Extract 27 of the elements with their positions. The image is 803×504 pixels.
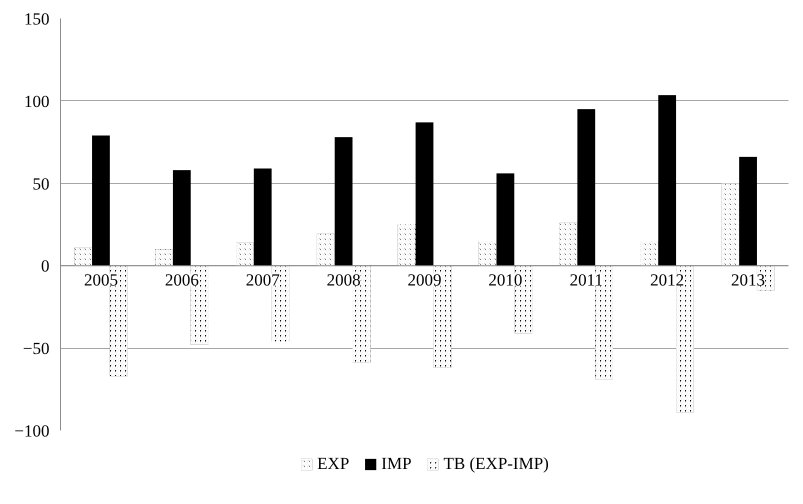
bar	[496, 173, 514, 266]
x-tick-label: 2008	[326, 270, 361, 290]
x-tick-label: 2010	[488, 270, 522, 290]
bar	[92, 136, 110, 266]
y-tick-label: −100	[14, 422, 50, 440]
bar	[577, 109, 596, 266]
bar	[334, 137, 353, 266]
x-tick-label: 2007	[246, 270, 280, 290]
y-tick-label: 50	[32, 174, 50, 194]
y-tick-label: 150	[24, 10, 50, 28]
legend-label: IMP	[381, 454, 412, 474]
bar	[658, 95, 676, 266]
x-tick-label: 2005	[84, 270, 118, 290]
y-tick-label: 100	[24, 92, 50, 111]
bar	[254, 168, 272, 266]
x-tick-label: 2013	[731, 270, 766, 290]
bar	[172, 170, 191, 266]
bar	[739, 156, 757, 266]
x-tick-label: 2011	[570, 270, 603, 290]
legend-label: EXP	[317, 454, 350, 474]
bar	[416, 122, 434, 266]
y-tick-label: 0	[41, 256, 50, 276]
x-tick-label: 2006	[164, 270, 199, 290]
x-tick-label: 2012	[650, 270, 684, 290]
y-tick-label: −50	[22, 339, 50, 358]
x-tick-label: 2009	[408, 270, 442, 290]
legend-label: TB (EXP-IMP)	[444, 454, 549, 474]
